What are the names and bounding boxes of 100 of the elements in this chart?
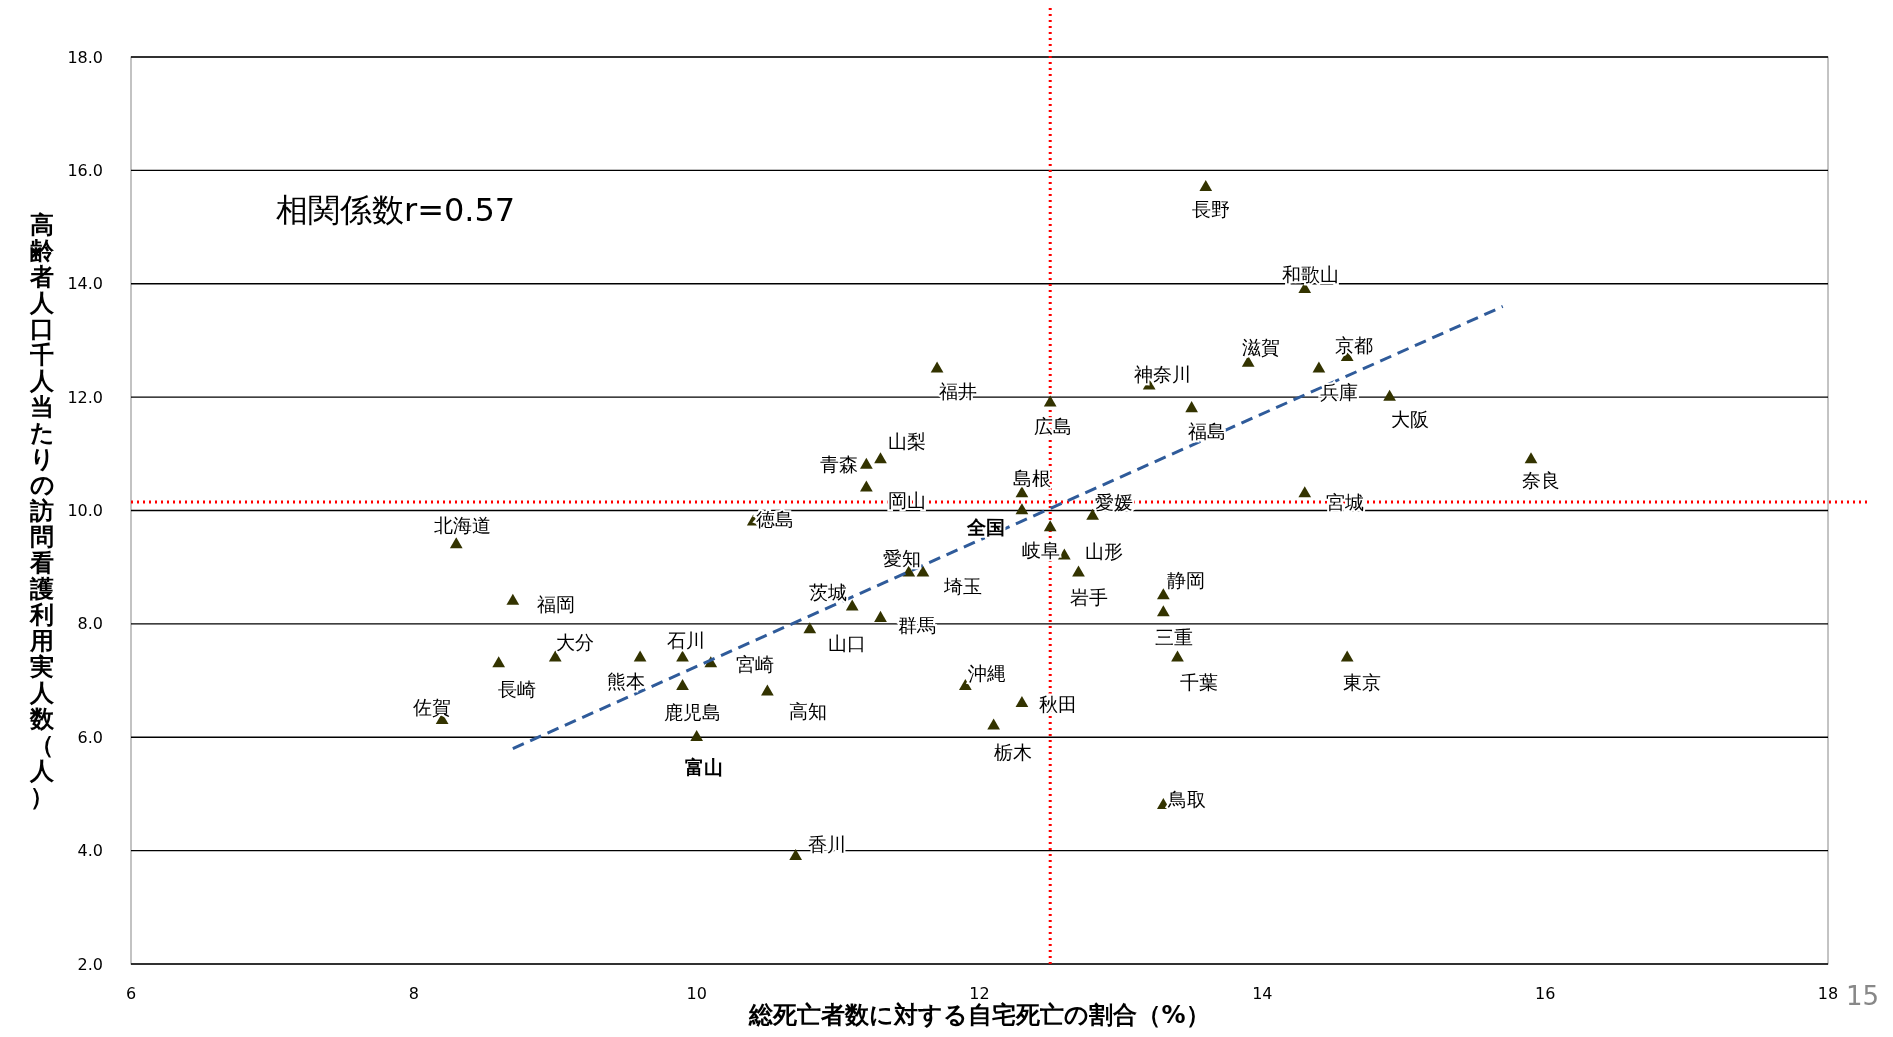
y-tick-label: 14.0: [67, 274, 103, 294]
annotation: 相関係数r=0.57: [276, 191, 516, 229]
data-label: 栃木: [993, 741, 1032, 764]
data-label: 徳島: [755, 508, 794, 531]
data-label: 長崎: [497, 677, 536, 700]
data-label: 福井: [938, 379, 977, 402]
data-label: 岩手: [1070, 586, 1109, 608]
x-tick-label: 12: [969, 984, 990, 1003]
point: [845, 599, 859, 611]
point: [1524, 452, 1538, 464]
data-label: 山梨: [888, 430, 927, 453]
point: [676, 678, 689, 690]
point: [492, 656, 506, 668]
point: [1043, 395, 1057, 407]
data-label: 沖縄: [968, 661, 1007, 684]
point: [449, 537, 463, 549]
data-label: 神奈川: [1133, 362, 1191, 385]
data-label: 東京: [1342, 671, 1381, 694]
data-label: 島根: [1012, 466, 1051, 489]
data-label: 宮崎: [736, 652, 775, 675]
data-label: 山口: [828, 631, 867, 654]
point: [789, 848, 803, 860]
point: [1199, 180, 1213, 192]
data-label: 千葉: [1180, 671, 1219, 694]
text: 高齢者人口千人当たりの訪問看護利用実人数（人）: [29, 210, 55, 811]
data-label: 鳥取: [1167, 788, 1207, 811]
y-tick-label: 2.0: [77, 954, 103, 974]
data-label: 山形: [1085, 540, 1124, 563]
data-label: 高知: [789, 700, 828, 723]
data-label: 秋田: [1039, 693, 1078, 716]
x-tick-label: 8: [408, 984, 419, 1003]
data-label: 富山: [684, 756, 723, 779]
x-tick-label: 18: [1817, 984, 1839, 1003]
y-tick-label: 6.0: [77, 727, 103, 747]
y-tick-label: 18.0: [67, 47, 103, 67]
data-label: 香川: [808, 833, 847, 856]
x-tick-label: 14: [1252, 984, 1273, 1003]
point: [930, 361, 944, 373]
point: [1340, 650, 1354, 662]
y-tick-label: 16.0: [67, 160, 103, 180]
data-label: 全国: [965, 516, 1005, 539]
y-tick-label: 10.0: [67, 501, 103, 520]
x-axis-title: 総死亡者数に対する自宅死亡の割合（%）: [748, 1001, 1210, 1029]
y-tick-label: 12.0: [67, 387, 103, 407]
y-tick-label: 8.0: [77, 614, 103, 634]
point: [1312, 361, 1326, 373]
data-label: 三重: [1155, 625, 1194, 648]
point: [860, 480, 873, 492]
data-label: 青森: [819, 452, 858, 475]
data-label: 福岡: [537, 592, 576, 615]
point: [690, 729, 704, 741]
data-label: 茨城: [809, 581, 848, 604]
y-tick-label: 4.0: [77, 841, 103, 861]
data-label: 滋賀: [1242, 336, 1281, 359]
data-label: 和歌山: [1282, 262, 1340, 285]
data-label: 京都: [1335, 334, 1374, 357]
data-label: 長野: [1191, 198, 1230, 221]
point: [860, 457, 873, 469]
data-label: 鹿児島: [663, 700, 721, 723]
point: [1072, 565, 1085, 577]
point: [1298, 486, 1312, 498]
data-label: 愛知: [882, 547, 921, 570]
point: [1015, 486, 1029, 498]
point: [803, 622, 817, 634]
text: 15: [1845, 981, 1879, 1011]
point: [761, 684, 774, 696]
data-label: 熊本: [606, 669, 645, 692]
point: [874, 610, 887, 622]
point: [1185, 401, 1198, 413]
data-label: 福島: [1188, 420, 1227, 443]
point: [1383, 389, 1396, 401]
point: [1156, 588, 1170, 600]
point: [1156, 605, 1170, 617]
point: [506, 593, 520, 605]
data-label: 岡山: [888, 488, 927, 511]
point: [548, 650, 562, 662]
data-label: 愛媛: [1095, 490, 1134, 513]
point: [1043, 520, 1057, 532]
point: [1015, 503, 1029, 515]
data-label: 兵庫: [1320, 380, 1359, 403]
point: [676, 650, 689, 662]
x-tick-label: 10: [686, 984, 707, 1003]
data-label: 石川: [667, 628, 706, 651]
data-label: 奈良: [1521, 469, 1560, 491]
data-label: 静岡: [1167, 568, 1206, 591]
data-label: 大阪: [1391, 407, 1430, 430]
data-label: 広島: [1033, 414, 1072, 437]
point: [1171, 650, 1184, 662]
point: [1015, 695, 1029, 707]
x-tick-label: 16: [1534, 984, 1556, 1003]
data-label: 大分: [555, 631, 594, 654]
data-label: 宮城: [1325, 490, 1364, 513]
data-label: 埼玉: [942, 575, 982, 598]
data-label: 岐阜: [1021, 539, 1060, 562]
point: [633, 650, 647, 662]
x-tick-label: 6: [125, 984, 137, 1003]
data-label: 佐賀: [413, 695, 452, 718]
data-label: 北海道: [433, 514, 491, 537]
point: [874, 452, 887, 464]
point: [987, 718, 1000, 730]
